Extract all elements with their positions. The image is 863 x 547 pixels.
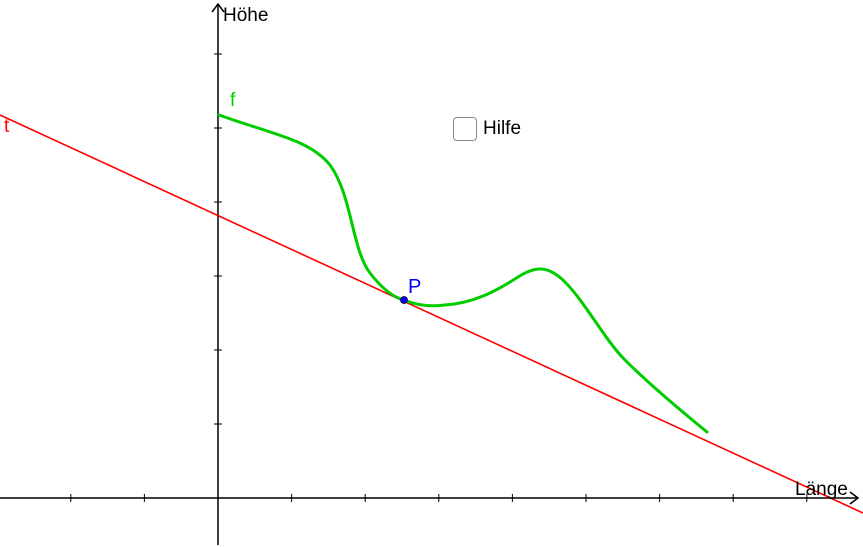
y-axis-ticks bbox=[214, 53, 222, 425]
y-axis-label: Höhe bbox=[223, 5, 269, 26]
help-checkbox[interactable]: Hilfe bbox=[453, 115, 521, 143]
x-axis-arrow bbox=[849, 491, 860, 505]
tangent-name-label: t bbox=[4, 116, 10, 137]
function-curve[interactable] bbox=[217, 113, 709, 434]
point-p[interactable] bbox=[400, 296, 408, 304]
curve-name-label: f bbox=[230, 90, 236, 111]
tangent-line[interactable] bbox=[0, 114, 863, 514]
y-axis-arrow bbox=[211, 2, 225, 13]
point-name-label: P bbox=[408, 276, 422, 298]
x-axis-label: Länge bbox=[795, 479, 848, 500]
help-checkbox-label: Hilfe bbox=[483, 118, 522, 139]
x-axis-ticks bbox=[70, 494, 808, 502]
help-checkbox-box[interactable] bbox=[453, 117, 477, 141]
